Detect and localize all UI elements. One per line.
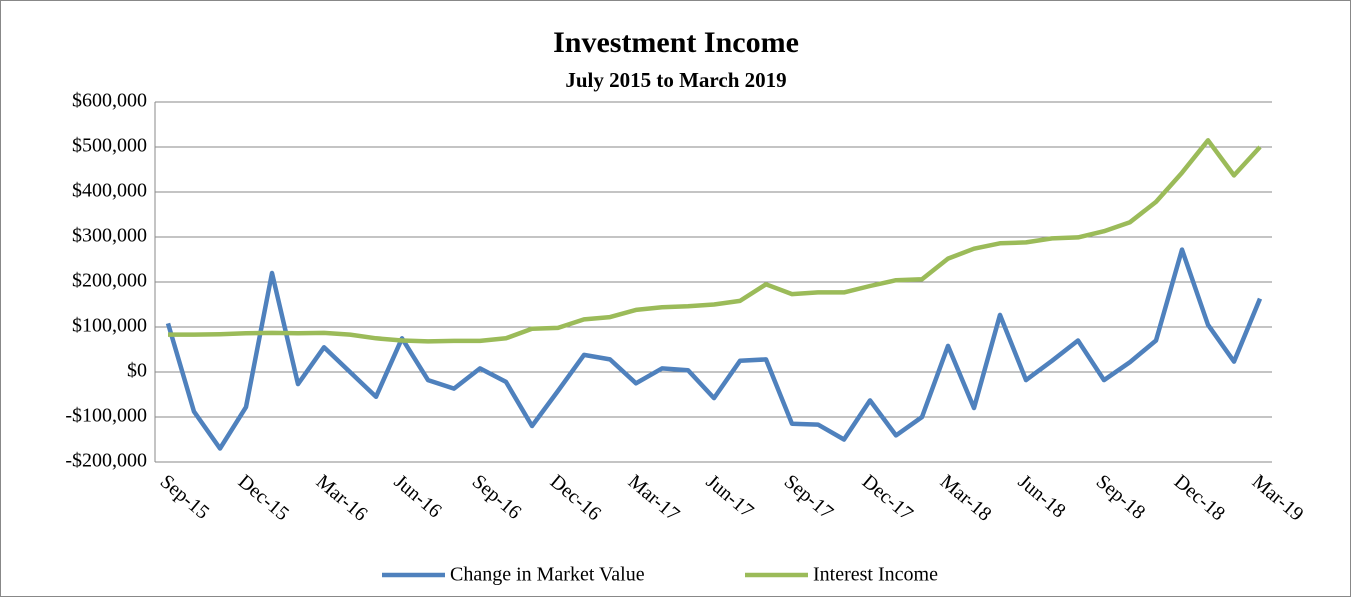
y-tick-label: $200,000	[72, 270, 147, 292]
y-tick-label: $0	[127, 360, 147, 382]
legend-item: Interest Income	[745, 564, 938, 586]
legend-label: Change in Market Value	[450, 564, 645, 586]
legend-label: Interest Income	[813, 564, 938, 586]
y-tick-label: -$100,000	[65, 405, 147, 427]
y-tick-label: $100,000	[72, 315, 147, 337]
data-line	[165, 247, 1263, 451]
y-tick-label: $600,000	[72, 90, 147, 112]
legend-item: Change in Market Value	[382, 564, 645, 586]
data-line	[168, 138, 1262, 344]
y-tick-label: $400,000	[72, 180, 147, 202]
y-tick-label: $500,000	[72, 135, 147, 157]
y-tick-label: $300,000	[72, 225, 147, 247]
chart-title: Investment Income	[553, 26, 799, 59]
y-tick-label: -$200,000	[65, 450, 147, 472]
chart-subtitle: July 2015 to March 2019	[565, 68, 786, 92]
